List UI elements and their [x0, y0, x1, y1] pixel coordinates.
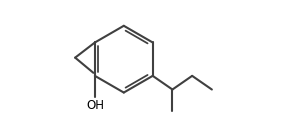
Text: OH: OH [86, 99, 104, 112]
